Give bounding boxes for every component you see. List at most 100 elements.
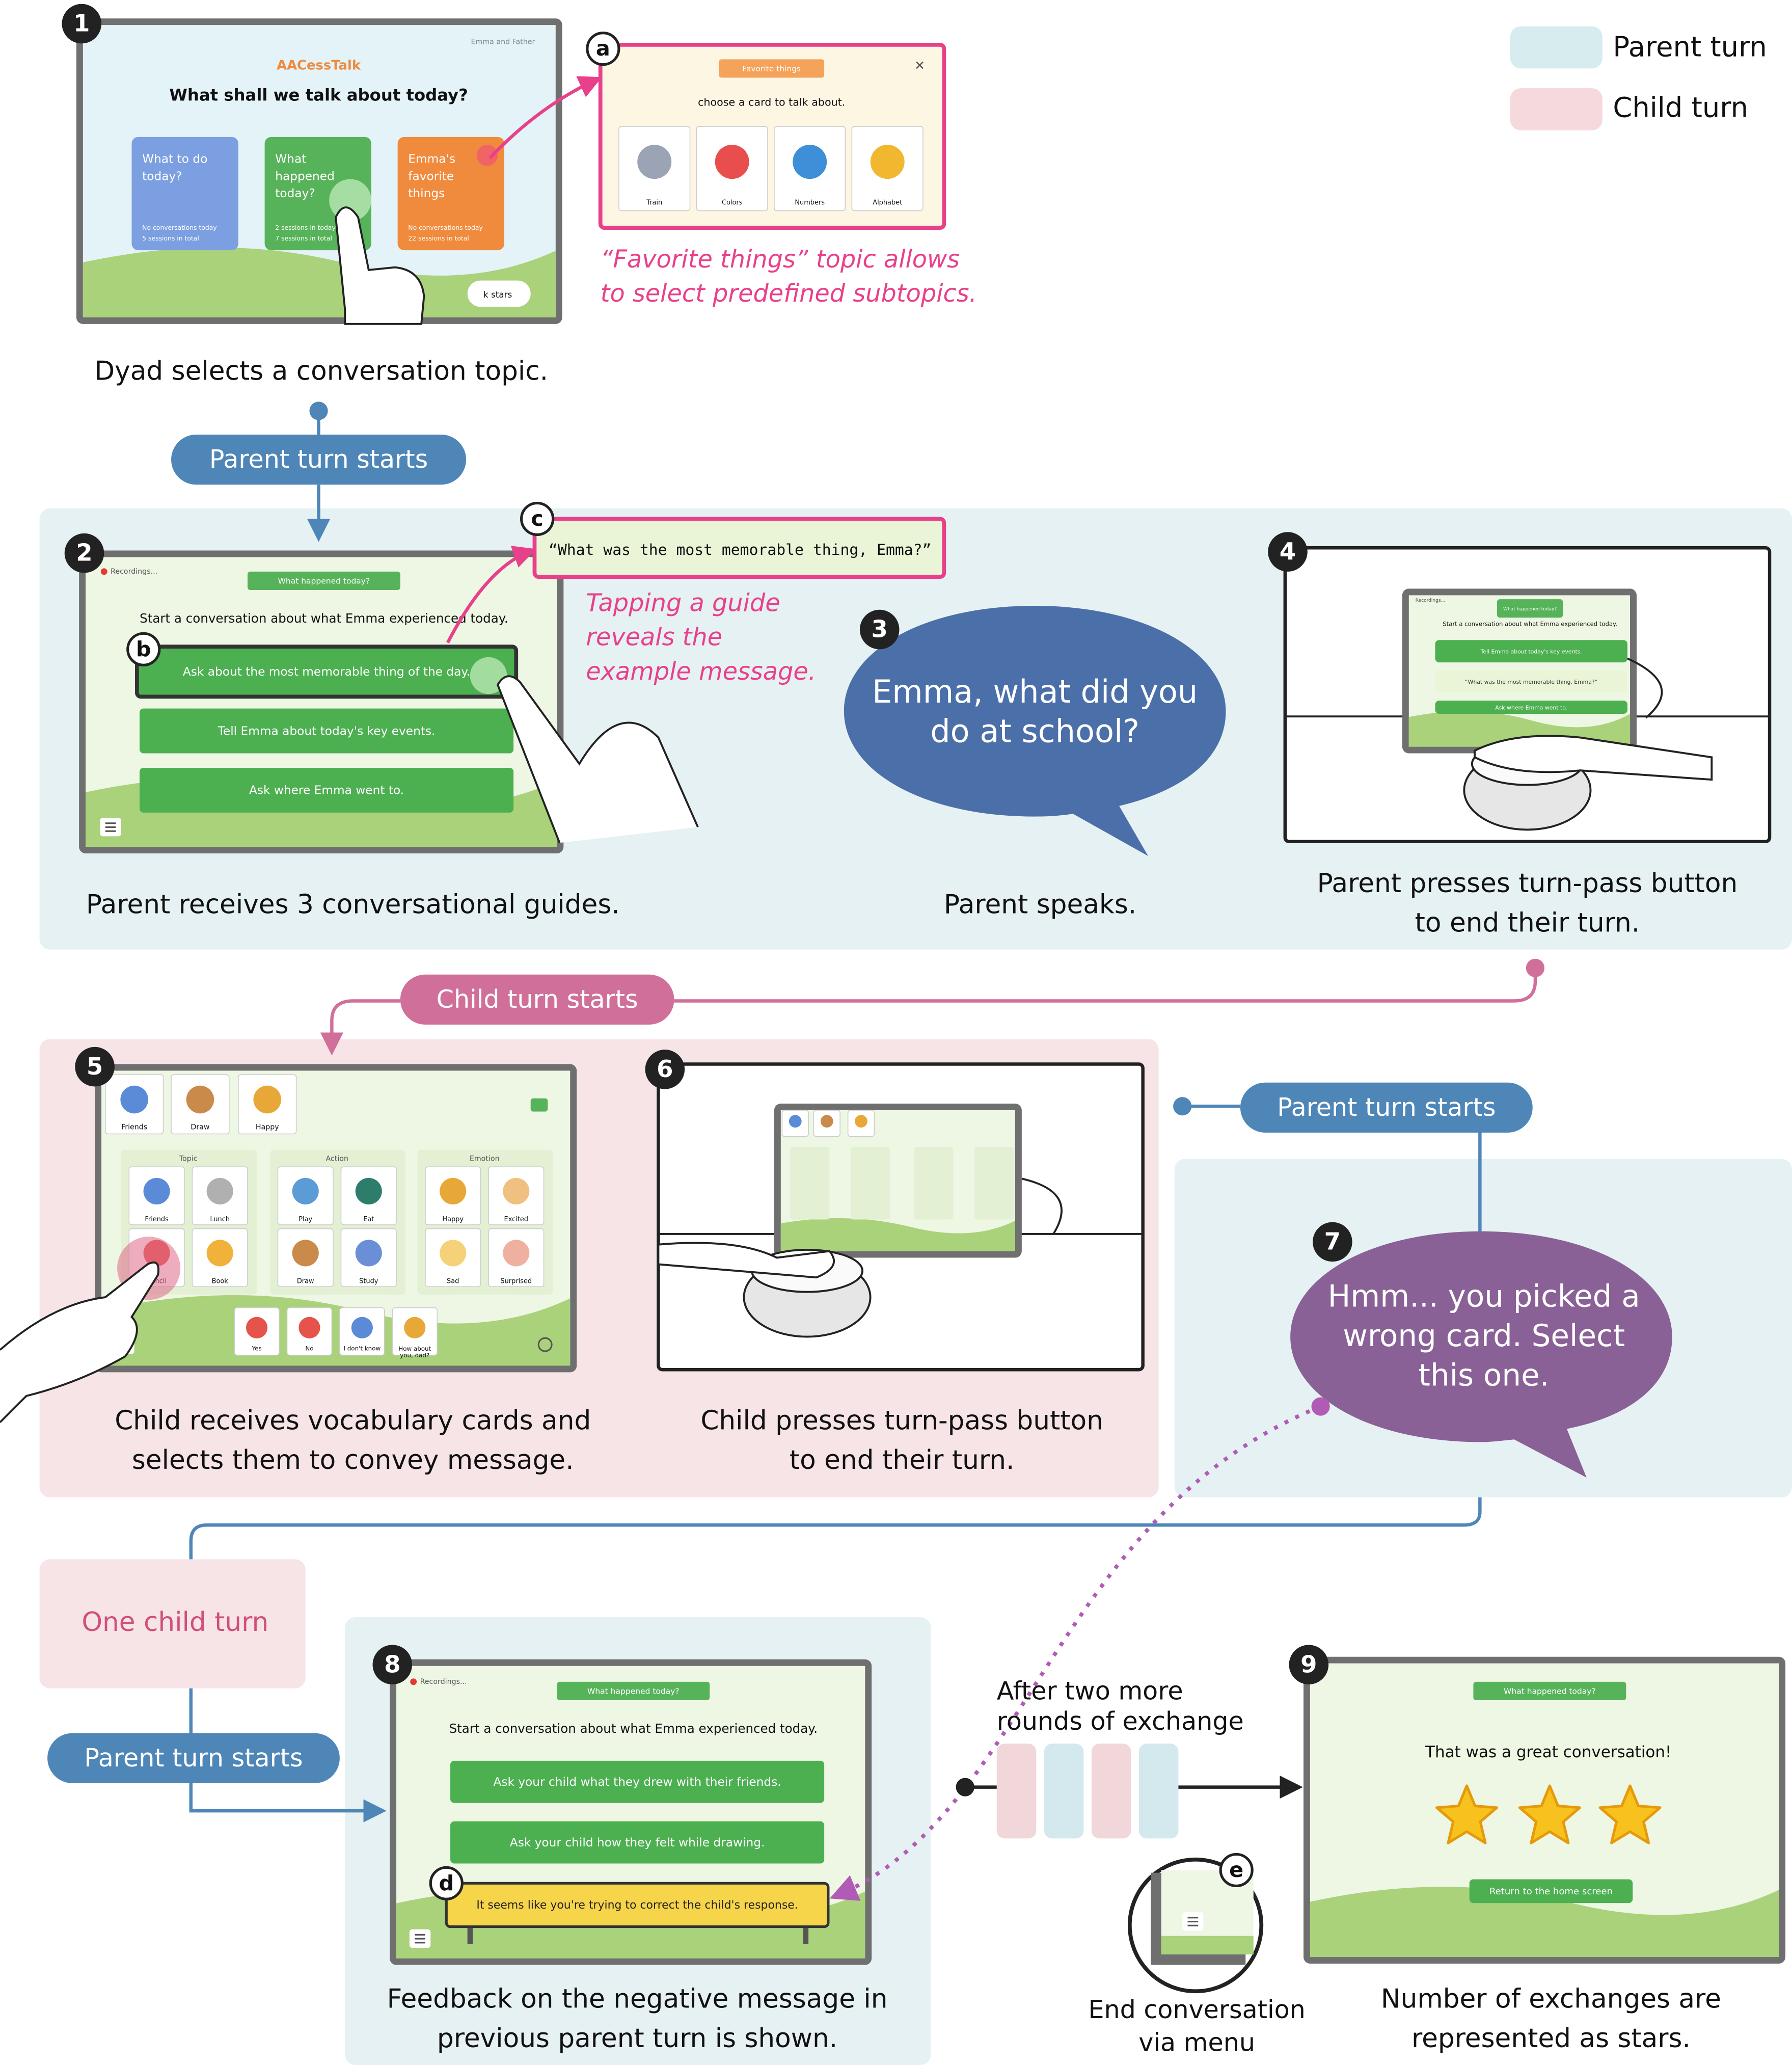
- menu-icon: [105, 822, 116, 824]
- text-line: Emma's: [408, 152, 455, 166]
- cable: [1021, 1177, 1063, 1235]
- banner: [1497, 599, 1563, 618]
- speech-text: Emma, what did you do at school?: [872, 673, 1198, 750]
- text-line: this one.: [1419, 1358, 1550, 1393]
- text-line: Parent presses turn-pass button: [1317, 868, 1738, 899]
- menu-icon: [105, 830, 116, 832]
- label: choose a card to talk about.: [698, 96, 845, 109]
- caption: End conversation via menu: [1088, 1995, 1305, 2057]
- step-marker: [1313, 1222, 1352, 1262]
- marker-label: 3: [872, 615, 888, 643]
- guide-button: [140, 767, 514, 813]
- grass: [1161, 1936, 1254, 1954]
- label: k stars: [483, 289, 512, 300]
- menu-icon: [415, 1942, 425, 1944]
- text-line: Tapping a guide: [586, 589, 780, 617]
- label: Emma and Father: [471, 38, 535, 46]
- text-line: Child receives vocabulary cards and: [115, 1406, 591, 1436]
- round-block: [1091, 1744, 1131, 1839]
- hand: [657, 1242, 835, 1279]
- category-name: Emotion: [470, 1155, 500, 1163]
- label: Recordings...: [1416, 598, 1445, 603]
- sign-post: [467, 1925, 473, 1944]
- card-art: [186, 1085, 214, 1114]
- step-marker: [75, 1047, 115, 1087]
- round-block: [996, 1744, 1037, 1839]
- hand: [1474, 735, 1713, 781]
- card-label: Yes: [251, 1345, 261, 1352]
- text-line: to select predefined subtopics.: [601, 280, 977, 308]
- text-line: How about: [398, 1345, 431, 1352]
- guide-button: [450, 1821, 825, 1864]
- card-label: Surprised: [500, 1278, 532, 1285]
- guide-text: Tell Emma about today's key events.: [1480, 648, 1582, 655]
- star: [1518, 1784, 1581, 1844]
- text-line: No conversations today: [408, 224, 483, 231]
- guide-text: “What was the most memorable thing, Emma…: [1465, 679, 1597, 685]
- record-dot: [100, 568, 107, 575]
- step-marker: [859, 609, 900, 650]
- card-art: [870, 145, 905, 179]
- topic-title: What happened today?: [275, 152, 335, 200]
- legend-label: Child turn: [1613, 92, 1748, 124]
- text-line: to end their turn.: [1415, 908, 1640, 938]
- label: Start a conversation about what Emma exp…: [1443, 621, 1617, 628]
- step-marker: [1219, 1853, 1254, 1888]
- text-line: happened: [275, 169, 335, 183]
- text-line: Feedback on the negative message in: [387, 1983, 888, 2014]
- speech-bubble: [1290, 1231, 1672, 1478]
- card-label: Sad: [447, 1278, 459, 1285]
- card-label: Colors: [722, 199, 743, 207]
- card-art: [120, 1085, 148, 1114]
- label: That was a great conversation!: [1425, 1743, 1671, 1761]
- card-art: [246, 1317, 268, 1338]
- callout-box: [532, 517, 946, 579]
- flow-label: Child turn starts: [437, 984, 638, 1014]
- sign-post: [803, 1925, 809, 1944]
- step-marker: [520, 501, 555, 537]
- menu-icon: [415, 1934, 425, 1936]
- text-line: today?: [142, 169, 182, 183]
- app-name: AACessTalk: [277, 58, 361, 73]
- label: What shall we talk about today?: [169, 86, 468, 105]
- flow-label: Parent turn starts: [84, 1743, 303, 1773]
- hand: [335, 206, 425, 325]
- marker-label: 5: [87, 1053, 103, 1080]
- card-art: [440, 1240, 467, 1267]
- speech-bubble: [844, 606, 1226, 856]
- category-box: [790, 1147, 830, 1220]
- grass: [101, 1295, 571, 1366]
- speech-text: Hmm... you picked a wrong card. Select thi…: [1328, 1279, 1640, 1393]
- text-line: favorite: [408, 169, 454, 183]
- card-label: Friends: [121, 1123, 147, 1132]
- marker-label: 8: [384, 1650, 400, 1678]
- card-art: [440, 1177, 467, 1204]
- topic-title: Emma's favorite things: [408, 152, 455, 200]
- guide-text: Return to the home screen: [1489, 1886, 1613, 1897]
- guide-button: [140, 708, 514, 754]
- banner-text: What happened today?: [1504, 1687, 1596, 1696]
- caption: Parent receives 3 conversational guides.: [86, 889, 620, 920]
- record-dot: [410, 1678, 417, 1685]
- step-marker: [429, 1866, 464, 1900]
- banner-text: What happened today?: [1503, 607, 1557, 612]
- close-icon: [916, 61, 924, 69]
- text-line: to end their turn.: [790, 1445, 1015, 1476]
- connector: [674, 968, 1537, 1003]
- guide-text: Ask where Emma went to.: [249, 784, 404, 797]
- text-line: 7 sessions in total: [275, 234, 332, 242]
- flow-pill: [47, 1733, 340, 1783]
- card-art: [206, 1177, 233, 1204]
- step-marker: [586, 32, 620, 66]
- banner-text: What happened today?: [587, 1687, 680, 1696]
- banner: [1473, 1681, 1626, 1701]
- text-line: via menu: [1138, 2027, 1255, 2057]
- card-label: Excited: [504, 1216, 528, 1223]
- card-label: Alphabet: [873, 199, 902, 207]
- card-label: Train: [646, 199, 662, 207]
- marker-label: 7: [1324, 1228, 1341, 1255]
- category-box: [913, 1147, 954, 1220]
- tap-highlight: [476, 145, 498, 166]
- menu-icon: [1187, 1917, 1199, 1919]
